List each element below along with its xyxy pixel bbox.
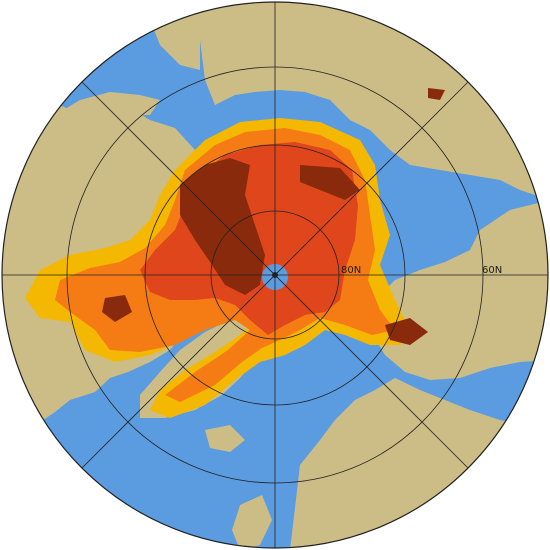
ice-zone-max (180, 158, 265, 295)
ice-zone-max-3 (385, 318, 428, 345)
label-80n: 80N (341, 265, 361, 276)
meridian-135 (74, 74, 476, 476)
label-60n: 60N (482, 265, 502, 276)
land-europe-iceland (205, 425, 245, 452)
ice-zone-max-5 (428, 88, 445, 100)
ice-zone-max-4 (102, 295, 132, 322)
ice-zone-max-2 (300, 165, 360, 200)
land-uk (232, 495, 272, 548)
sea-ice-layer (25, 88, 445, 418)
